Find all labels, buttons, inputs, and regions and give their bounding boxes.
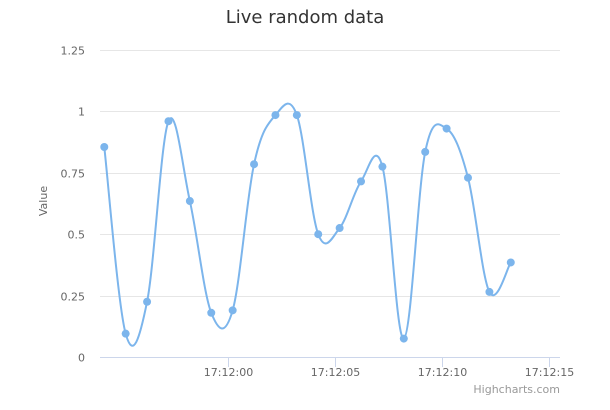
data-point	[357, 177, 366, 186]
data-point	[314, 230, 323, 239]
data-point	[378, 162, 387, 171]
axes	[100, 357, 560, 367]
x-tick-label: 17:12:10	[418, 366, 467, 379]
series-layer	[100, 102, 515, 347]
data-point	[506, 258, 515, 267]
credits-link[interactable]: Highcharts.com	[473, 383, 560, 396]
y-tick-label: 1	[78, 106, 85, 119]
labels: 0 0.25 0.5 0.75 1 1.25 17:12:00 17:12:05 17:12:1…	[61, 45, 575, 380]
data-point	[100, 143, 109, 152]
data-point	[207, 308, 216, 317]
x-tick-label: 17:12:00	[204, 366, 253, 379]
x-tick-label: 17:12:15	[525, 366, 574, 379]
data-point	[121, 329, 130, 338]
data-point	[335, 224, 344, 233]
data-point	[485, 287, 494, 296]
grid-lines	[100, 50, 560, 297]
data-point	[185, 197, 194, 206]
data-point	[292, 111, 301, 120]
data-point	[464, 173, 472, 182]
data-point	[271, 111, 280, 120]
data-point	[442, 124, 451, 133]
x-tick-label: 17:12:05	[311, 366, 360, 379]
y-tick-label: 0.75	[61, 168, 86, 181]
y-tick-label: 0.5	[68, 229, 86, 242]
data-point	[228, 306, 237, 315]
y-tick-label: 0.25	[61, 291, 86, 304]
y-axis-title: Value	[37, 186, 50, 216]
data-point	[143, 297, 152, 306]
chart-title: Live random data	[226, 7, 385, 28]
data-point	[421, 147, 430, 156]
data-point	[250, 160, 259, 169]
y-tick-label: 0	[78, 352, 85, 365]
data-point	[164, 117, 173, 126]
data-point	[399, 334, 408, 343]
series-line	[103, 102, 512, 347]
y-tick-label: 1.25	[61, 45, 86, 58]
